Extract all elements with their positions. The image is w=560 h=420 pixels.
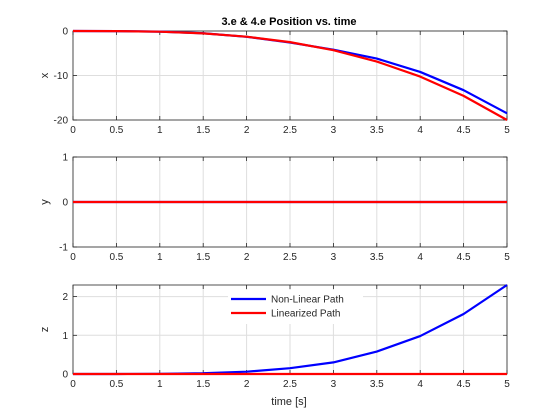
legend-label-non-linear-path: Non-Linear Path [271, 295, 344, 306]
x-tick-label: 5 [504, 125, 510, 136]
y-tick-label: -20 [54, 116, 69, 127]
y-tick-label: 0 [62, 198, 68, 209]
x-tick-label: 0 [70, 125, 76, 136]
legend-box [228, 290, 363, 324]
x-tick-label: 4.5 [457, 252, 471, 263]
y-tick-label: 2 [62, 292, 68, 303]
x-tick-label: 5 [504, 379, 510, 390]
x-tick-label: 4.5 [457, 125, 471, 136]
chart-title: 3.e & 4.e Position vs. time [221, 16, 356, 28]
x-tick-label: 0 [70, 252, 76, 263]
x-tick-label: 4 [417, 125, 423, 136]
y-axis-label-y: y [39, 199, 51, 205]
y-tick-label: 0 [62, 370, 68, 381]
x-tick-label: 3.5 [370, 125, 384, 136]
x-tick-label: 2.5 [283, 252, 297, 263]
x-tick-label: 4 [417, 252, 423, 263]
x-tick-label: 3.5 [370, 252, 384, 263]
series-line-linearized-path [72, 29, 508, 121]
x-tick-label: 0 [70, 379, 76, 390]
x-tick-label: 2 [244, 379, 250, 390]
x-tick-label: 3.5 [370, 379, 384, 390]
y-tick-label: 0 [62, 27, 68, 38]
x-tick-label: 1.5 [196, 252, 210, 263]
y-axis-label-z: z [39, 327, 51, 333]
x-tick-label: 2 [244, 252, 250, 263]
x-tick-label: 1.5 [196, 125, 210, 136]
x-tick-label: 2.5 [283, 125, 297, 136]
y-axis-label-x: x [39, 72, 51, 78]
x-tick-label: 1 [157, 252, 163, 263]
x-tick-label: 3 [331, 125, 337, 136]
x-tick-label: 1 [157, 125, 163, 136]
x-tick-label: 2 [244, 125, 250, 136]
y-tick-label: 1 [62, 331, 68, 342]
y-tick-label: -1 [59, 243, 68, 254]
x-tick-label: 2.5 [283, 379, 297, 390]
y-tick-label: -10 [54, 71, 69, 82]
x-tick-label: 0.5 [109, 379, 123, 390]
y-tick-label: 1 [62, 153, 68, 164]
x-tick-label: 3 [331, 379, 337, 390]
subplot-x: 0 0.5 1 1.5 2 2.5 3 3.5 4 4.5 5 -20 -10 0 x [39, 27, 510, 137]
legend-label-linearized-path: Linearized Path [271, 309, 341, 320]
x-tick-label: 4.5 [457, 379, 471, 390]
subplot-z: 0 0.5 1 1.5 2 2.5 3 3.5 4 4.5 5 0 1 2 z Non-Linear Path… [39, 284, 510, 390]
x-tick-label: 0.5 [109, 125, 123, 136]
x-tick-label: 3 [331, 252, 337, 263]
x-tick-label: 5 [504, 252, 510, 263]
x-tick-label: 1 [157, 379, 163, 390]
x-tick-label: 4 [417, 379, 423, 390]
x-tick-label: 1.5 [196, 379, 210, 390]
x-tick-label: 0.5 [109, 252, 123, 263]
x-axis-label: time [s] [271, 396, 306, 408]
